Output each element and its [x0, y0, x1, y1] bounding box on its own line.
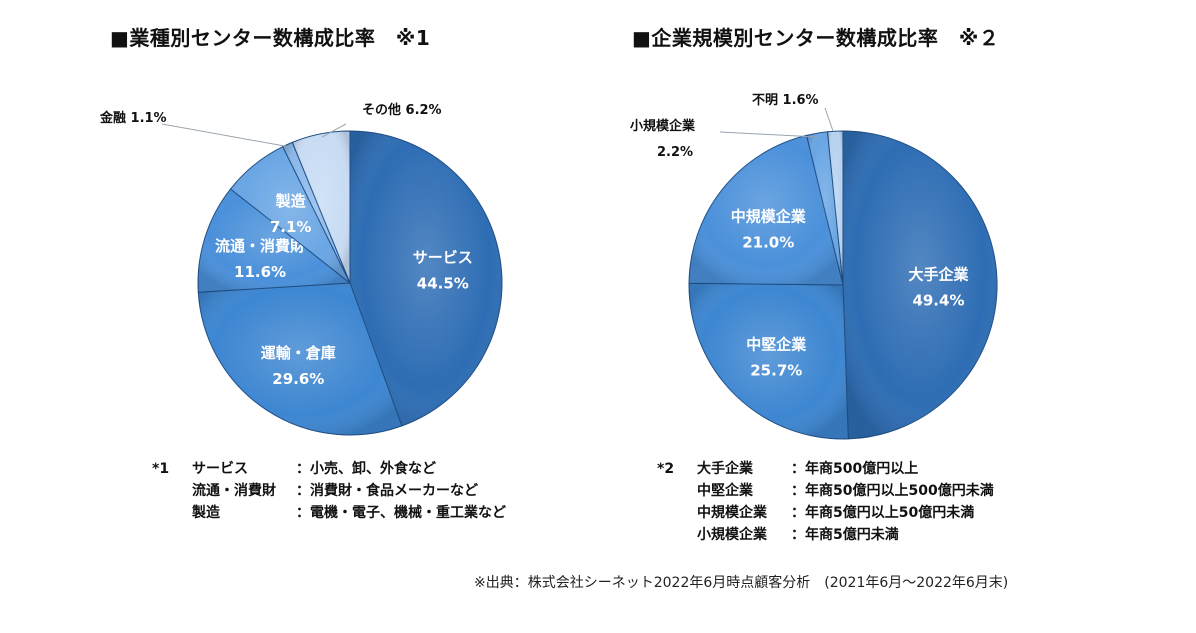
slice-label: 流通・消費財: [215, 237, 305, 255]
footnote-desc: ：小売、卸、外食など: [296, 461, 436, 477]
slice-label: その他 6.2%: [362, 102, 442, 118]
slice-value-label: 49.4%: [912, 291, 964, 309]
slice-value-label: 11.6%: [234, 263, 286, 281]
leader-line: [321, 123, 347, 138]
chart-title-company-size: ■企業規模別センター数構成比率 ※２: [632, 26, 1000, 50]
footnote-term: 小規模企業: [697, 527, 767, 543]
footnote-term: 中規模企業: [697, 505, 767, 521]
footnote-desc: ：年商5億円以上50億円未満: [791, 505, 975, 521]
footnote-term: 中堅企業: [697, 483, 753, 499]
slice-value-label: 25.7%: [750, 361, 802, 379]
footnote-mark: [657, 502, 697, 524]
leader-line: [161, 123, 291, 148]
pie-slice: [842, 130, 998, 440]
footnote-term: 流通・消費財: [192, 483, 276, 499]
footnote-row: 中規模企業 ：年商5億円以上50億円未満: [657, 502, 994, 524]
footnote-row: *1 サービス ：小売、卸、外食など: [152, 458, 506, 480]
footnote-mark: [657, 524, 697, 546]
slice-label: 小規模企業: [630, 118, 696, 134]
chart-title-industry: ■業種別センター数構成比率 ※1: [110, 26, 431, 50]
footnote-term: 製造: [192, 505, 220, 521]
footnote-desc: ：年商5億円未満: [791, 527, 899, 543]
footnote-desc: ：消費財・食品メーカーなど: [296, 483, 478, 499]
footnote-desc: ：年商50億円以上500億円未満: [791, 483, 994, 499]
slice-label: 運輸・倉庫: [261, 344, 336, 362]
slice-label: 金融 1.1%: [99, 110, 167, 126]
slice-value-label: 29.6%: [272, 370, 324, 388]
footnote-row: 流通・消費財 ：消費財・食品メーカーなど: [152, 480, 506, 502]
slice-label: 大手企業: [908, 265, 969, 283]
slice-value-label: 44.5%: [417, 275, 469, 293]
footnote-term: 大手企業: [697, 461, 753, 477]
footnote-industry: *1 サービス ：小売、卸、外食など流通・消費財 ：消費財・食品メーカーなど製造 ：電機…: [152, 458, 506, 524]
pie-company-size: 大手企業 49.4% 中堅企業 25.7% 中規模企業 21.0% 小規模企業 2.2% 不明 …: [630, 93, 998, 440]
slice-label: 中堅企業: [746, 335, 807, 353]
footnote-mark: [152, 480, 192, 502]
slice-label: 不明 1.6%: [752, 93, 819, 108]
source-note: ※出典：株式会社シーネット2022年6月時点顧客分析 (2021年6月～2022…: [474, 575, 1009, 591]
footnote-mark: *2: [657, 461, 675, 477]
footnote-row: 製造 ：電機・電子、機械・重工業など: [152, 502, 506, 524]
slice-value-label: 7.1%: [270, 218, 312, 236]
footnote-row: *2 大手企業 ：年商500億円以上: [657, 458, 994, 480]
footnote-term: サービス: [192, 461, 248, 477]
slice-label: 製造: [275, 192, 306, 210]
leader-line: [719, 131, 818, 138]
pie-industry: サービス 44.5% 運輸・倉庫 29.6% 流通・消費財 11.6% 製造 7.1% 金融 1…: [99, 102, 503, 436]
footnote-mark: *1: [152, 461, 170, 477]
slice-value-label: 2.2%: [657, 145, 693, 160]
footnote-mark: [152, 502, 192, 524]
footnote-desc: ：年商500億円以上: [791, 461, 919, 477]
footnote-mark: [657, 480, 697, 502]
leader-line: [824, 107, 834, 132]
footnote-desc: ：電機・電子、機械・重工業など: [296, 505, 506, 521]
slice-label: サービス: [413, 249, 473, 267]
slice-value-label: 21.0%: [742, 234, 794, 252]
footnote-row: 小規模企業 ：年商5億円未満: [657, 524, 994, 546]
slice-label: 中規模企業: [731, 208, 807, 226]
footnote-company-size: *2 大手企業 ：年商500億円以上中堅企業 ：年商50億円以上500億円未満中規模企…: [657, 458, 994, 546]
footnote-row: 中堅企業 ：年商50億円以上500億円未満: [657, 480, 994, 502]
